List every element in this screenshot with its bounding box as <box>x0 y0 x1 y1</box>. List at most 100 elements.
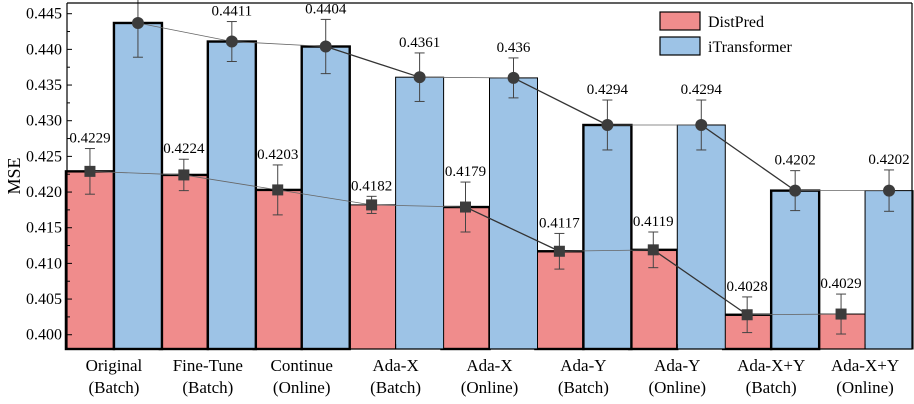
bar-itransformer-1 <box>206 40 258 351</box>
marker-circle-8 <box>883 184 896 197</box>
x-category-label-line1-3: Ada-X <box>372 356 418 375</box>
legend-label-itransformer: iTransformer <box>708 39 793 56</box>
trend-lines-group <box>89 22 890 316</box>
trend-segment-distpred-7 <box>747 313 842 316</box>
x-category-label-line1-8: Ada-X+Y <box>831 356 899 375</box>
value-label-itransformer-6: 0.4294 <box>681 82 723 98</box>
legend: DistPred iTransformer <box>659 11 793 56</box>
bar-itransformer-4 <box>489 77 538 350</box>
y-tick-label-1: 0.405 <box>26 291 62 308</box>
marker-circle-7 <box>789 184 802 197</box>
x-category-label-line1-1: Fine-Tune <box>173 356 243 375</box>
x-category-label-line2-8: (Online) <box>836 378 894 397</box>
bar-itransformer-8 <box>864 190 914 350</box>
x-category-label-line2-7: (Batch) <box>746 378 797 397</box>
y-tick-label-6: 0.430 <box>26 113 62 130</box>
value-label-itransformer-2: 0.4404 <box>305 1 347 17</box>
bar-itransformer-5 <box>582 123 633 351</box>
value-label-itransformer-4: 0.436 <box>497 40 531 56</box>
marker-circle-1 <box>225 35 238 48</box>
y-tick-label-8: 0.440 <box>26 41 62 58</box>
trend-segment-distpred-4 <box>465 206 560 252</box>
value-label-distpred-3: 0.4182 <box>351 178 392 194</box>
value-label-distpred-8: 0.4029 <box>820 276 861 292</box>
value-label-distpred-5: 0.4117 <box>539 215 580 231</box>
value-label-distpred-2: 0.4203 <box>257 147 298 163</box>
x-category-label-line2-1: (Batch) <box>182 378 233 397</box>
x-category-label-line2-6: (Online) <box>648 378 706 397</box>
x-category-label-line1-2: Continue <box>271 356 333 375</box>
marker-square-6 <box>647 244 659 256</box>
legend-label-distpred: DistPred <box>708 14 764 31</box>
value-label-distpred-6: 0.4119 <box>633 214 674 230</box>
trend-segment-distpred-1 <box>183 174 278 191</box>
value-labels-group: 0.4229 0.4224 0.4203 0.4182 0.4179 0.4117 0.41… <box>69 1 909 295</box>
value-label-itransformer-3: 0.4361 <box>399 35 440 51</box>
x-category-label-line2-4: (Online) <box>461 378 519 397</box>
marker-square-5 <box>553 245 565 257</box>
value-label-itransformer-1: 0.4411 <box>211 4 252 20</box>
x-category-label-line2-5: (Batch) <box>558 378 609 397</box>
bar-itransformer-7 <box>769 189 821 351</box>
y-tick-label-3: 0.415 <box>26 220 62 237</box>
marker-circle-4 <box>507 71 520 84</box>
trend-segment-distpred-6 <box>652 249 748 316</box>
x-category-label-line1-6: Ada-Y <box>654 356 700 375</box>
marker-circle-2 <box>319 40 332 53</box>
y-tick-label-0: 0.400 <box>26 327 62 344</box>
x-category-label-line1-4: Ada-X <box>466 356 512 375</box>
axes-group: 0.400 0.405 0.410 0.415 0.420 0.425 0.430 0.435… <box>4 2 913 397</box>
bar-itransformer-3 <box>395 76 445 350</box>
value-label-itransformer-7: 0.4202 <box>775 153 816 169</box>
y-tick-label-7: 0.435 <box>26 77 62 94</box>
x-category-label-line1-0: Original <box>86 356 143 375</box>
x-category-label-line1-5: Ada-Y <box>560 356 606 375</box>
y-tick-label-2: 0.410 <box>26 255 62 272</box>
marker-circle-0 <box>131 16 144 29</box>
trend-segment-itransformer-0 <box>137 22 232 42</box>
bar-itransformer-6 <box>676 124 726 350</box>
value-label-itransformer-5: 0.4294 <box>587 82 629 98</box>
bar-distpred-0 <box>64 170 116 351</box>
marker-square-2 <box>272 184 284 196</box>
trend-segment-itransformer-6 <box>700 124 796 192</box>
marker-square-4 <box>460 201 471 213</box>
value-label-itransformer-8: 0.4202 <box>868 152 909 168</box>
trend-segment-itransformer-3 <box>419 76 514 79</box>
marker-circle-3 <box>413 71 426 84</box>
trend-segment-distpred-2 <box>277 189 372 206</box>
bar-itransformer-0 <box>112 21 164 351</box>
trend-segment-distpred-0 <box>89 170 184 176</box>
y-tick-label-9: 0.445 <box>26 6 62 23</box>
bar-distpred-1 <box>158 173 210 351</box>
marker-square-0 <box>84 165 96 177</box>
y-tick-label-4: 0.420 <box>26 184 62 201</box>
value-label-distpred-0: 0.4229 <box>69 131 110 147</box>
x-category-label-line1-7: Ada-X+Y <box>737 356 805 375</box>
marker-square-7 <box>741 309 753 321</box>
marker-square-3 <box>366 199 378 211</box>
x-category-label-line2-0: (Batch) <box>88 378 139 397</box>
value-label-distpred-1: 0.4224 <box>163 141 205 157</box>
marker-circle-6 <box>695 118 708 131</box>
legend-swatch-distpred <box>659 11 701 31</box>
marker-square-1 <box>178 169 190 181</box>
markers-group <box>84 16 896 321</box>
bars-group <box>64 21 914 351</box>
trend-segment-distpred-3 <box>371 204 466 208</box>
x-category-label-line2-2: (Online) <box>273 378 331 397</box>
trend-segment-itransformer-4 <box>513 77 608 126</box>
y-axis-title: MSE <box>4 157 24 194</box>
marker-circle-5 <box>601 118 614 131</box>
marker-square-8 <box>835 308 847 320</box>
trend-segment-distpred-5 <box>559 249 654 252</box>
bar-distpred-3 <box>347 204 397 350</box>
x-category-label-line2-3: (Batch) <box>370 378 421 397</box>
value-label-distpred-7: 0.4028 <box>727 279 768 295</box>
y-tick-label-5: 0.425 <box>26 148 62 165</box>
value-label-distpred-4: 0.4179 <box>445 164 486 180</box>
trend-segment-itransformer-1 <box>231 41 326 47</box>
legend-swatch-itransformer <box>659 36 701 56</box>
